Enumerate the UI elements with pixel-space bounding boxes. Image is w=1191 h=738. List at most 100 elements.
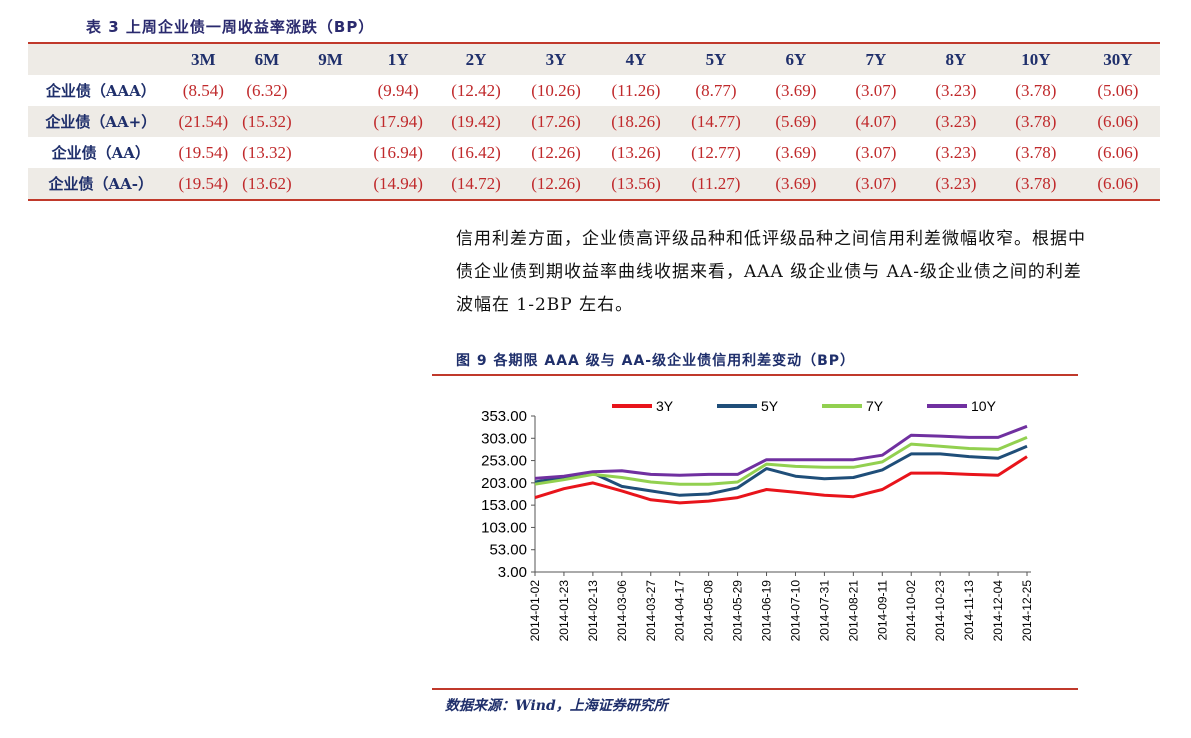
table-cell [301,168,360,199]
x-tick-label: 2014-07-31 [817,580,831,642]
table-cell [301,75,360,106]
table-cell: (13.26) [611,142,661,162]
y-tick-label: 153.00 [481,497,527,514]
figure-title: 图 9 各期限 AAA 级与 AA-级企业债信用利差变动（BP） [456,353,856,369]
table-cell: (13.62) [242,173,292,193]
data-source-note: 数据来源：Wind，上海证券研究所 [445,698,668,714]
table-cell: (9.94) [377,80,419,100]
table-cell: (3.78) [1015,173,1057,193]
row-label: 企业债（AA+） [45,113,157,131]
header-cell: 10Y [1021,49,1051,69]
table-cell: (11.26) [611,80,661,100]
figure-top-rule [432,374,1078,376]
table-cell: (6.32) [246,80,288,100]
body-paragraph: 信用利差方面，企业债高评级品种和低评级品种之间信用利差微幅收窄。根据中债企业债到… [456,229,1086,315]
table-cell: (5.06) [1097,80,1139,100]
x-tick-label: 2014-03-27 [644,580,658,642]
table-cell: (3.23) [935,111,977,131]
table-cell: (8.77) [695,80,737,100]
row-label: 企业债（AAA） [45,82,156,100]
x-tick-label: 2014-10-23 [933,580,947,642]
table-cell: (3.69) [775,142,817,162]
table-cell: (16.42) [451,142,501,162]
table-cell: (3.78) [1015,142,1057,162]
table-cell: (3.23) [935,80,977,100]
x-tick-label: 2014-03-06 [615,580,629,642]
table-row: 企业债（AA+） (21.54) (15.32) (17.94) (19.42)… [28,106,1160,137]
y-tick-label: 103.00 [481,519,527,536]
table-cell: (19.54) [178,173,229,193]
x-tick-label: 2014-02-13 [586,580,600,642]
table-cell: (17.94) [373,111,423,131]
table-cell: (4.07) [855,111,897,131]
table-cell: (5.69) [775,111,817,131]
table-row: 企业债（AA） (19.54) (13.32) (16.94) (16.42) … [28,137,1160,168]
table-cell: (14.94) [373,173,423,193]
legend-label-7Y: 7Y [866,398,884,414]
y-tick-label: 53.00 [489,542,527,559]
header-cell: 7Y [865,49,887,69]
table-cell: (10.26) [531,80,581,100]
x-tick-label: 2014-11-13 [962,580,976,641]
series-line-5Y [534,444,1028,497]
table-cell: (3.07) [855,142,897,162]
table-header-row: 3M 6M 9M 1Y 2Y 3Y 4Y 5Y 6Y 7Y 8Y 10Y 30Y [28,44,1160,75]
legend-label-3Y: 3Y [656,398,674,414]
table-cell: (6.06) [1097,173,1139,193]
table-cell: (13.56) [611,173,661,193]
table-cell: (3.69) [775,80,817,100]
table-cell [301,137,360,168]
header-cell: 3M [191,49,216,69]
header-cell: 2Y [465,49,487,69]
legend-label-5Y: 5Y [761,398,779,414]
x-tick-label: 2014-05-08 [702,580,716,642]
x-tick-label: 2014-12-25 [1020,580,1034,642]
header-cell: 6M [254,49,280,69]
table-cell: (12.77) [691,142,741,162]
table-cell: (6.06) [1097,142,1139,162]
header-cell: 9M [318,49,343,69]
yield-change-table: 3M 6M 9M 1Y 2Y 3Y 4Y 5Y 6Y 7Y 8Y 10Y 30Y… [28,42,1160,201]
table-cell: (3.23) [935,142,977,162]
row-label: 企业债（AA-） [48,175,154,193]
table-cell: (11.27) [691,173,741,193]
y-tick-label: 203.00 [481,475,527,492]
table-row: 企业债（AA-） (19.54) (13.62) (14.94) (14.72)… [28,168,1160,199]
table-cell: (14.77) [691,111,741,131]
x-tick-label: 2014-12-04 [991,580,1005,642]
header-cell: 30Y [1103,49,1133,69]
header-cell: 3Y [545,49,567,69]
table-cell: (15.32) [242,111,292,131]
table-cell: (3.07) [855,80,897,100]
table-cell: (19.42) [451,111,501,131]
y-tick-label: 353.00 [481,408,527,425]
x-tick-label: 2014-01-02 [528,580,542,642]
table-cell: (14.72) [451,173,501,193]
table-cell: (19.54) [178,142,229,162]
series-line-7Y [534,436,1028,486]
table-cell: (17.26) [531,111,581,131]
table-cell: (3.78) [1015,80,1057,100]
table-cell: (6.06) [1097,111,1139,131]
series-line-10Y [534,424,1028,480]
table-cell [301,106,360,137]
table-cell: (13.32) [242,142,292,162]
header-cell: 5Y [705,49,727,69]
x-tick-label: 2014-01-23 [557,580,571,642]
table-cell: (3.69) [775,173,817,193]
header-cell: 6Y [785,49,807,69]
table-cell: (3.23) [935,173,977,193]
table-title: 表 3 上周企业债一周收益率涨跌（BP） [86,18,375,36]
header-cell: 8Y [945,49,967,69]
table-cell: (3.78) [1015,111,1057,131]
series-line-3Y [534,455,1028,505]
x-tick-label: 2014-10-02 [904,580,918,642]
table-cell: (8.54) [182,80,224,100]
header-cell: 4Y [625,49,647,69]
table-cell: (12.26) [531,142,581,162]
row-label: 企业债（AA） [51,144,150,162]
legend-label-10Y: 10Y [971,398,997,414]
table-cell: (12.26) [531,173,581,193]
table-cell: (12.42) [451,80,501,100]
table-cell: (16.94) [373,142,423,162]
